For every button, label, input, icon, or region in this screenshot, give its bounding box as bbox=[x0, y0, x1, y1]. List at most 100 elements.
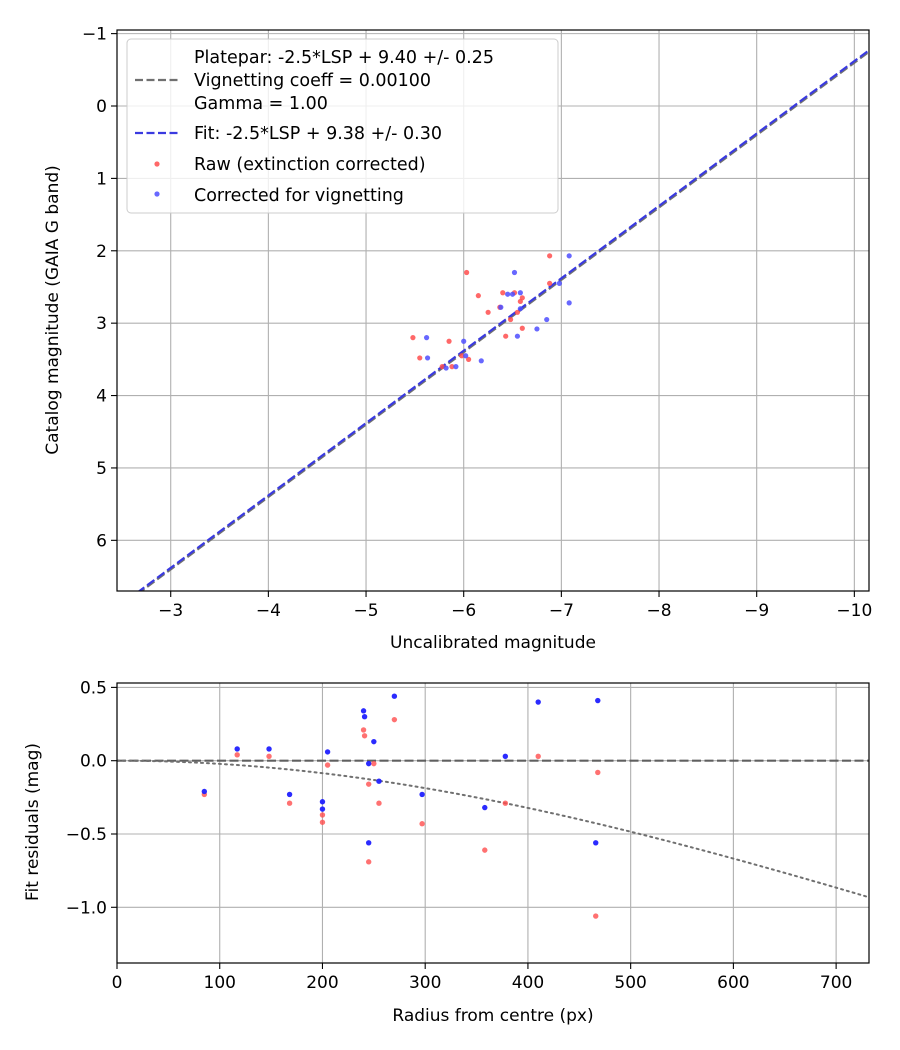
bottom-raw-point bbox=[319, 819, 326, 825]
bottom-corrected-point bbox=[365, 840, 372, 846]
legend-platepar-label: Platepar: -2.5*LSP + 9.40 +/- 0.25 Vigne… bbox=[194, 48, 500, 114]
bottom-corrected-point bbox=[201, 788, 208, 795]
top-corrected-point bbox=[498, 304, 504, 310]
bottom-raw-point bbox=[535, 753, 541, 759]
top-raw-point bbox=[547, 280, 553, 286]
bottom-corrected-point bbox=[535, 699, 541, 705]
top-corrected-point bbox=[505, 291, 511, 297]
bottom-corrected-point bbox=[502, 753, 509, 759]
bottom-corrected-point bbox=[319, 806, 326, 812]
top-ytick-label: 4 bbox=[96, 387, 107, 407]
bottom-ytick-label: −1.0 bbox=[66, 898, 107, 918]
residuals-plot: 0 100 200 300 400 500 600 700 0.5 0.0 −0.5 −1.0 Rad… bbox=[23, 678, 870, 1026]
top-line-platepar bbox=[139, 50, 869, 591]
top-corrected-point bbox=[511, 269, 518, 276]
bottom-xtick-label: 100 bbox=[204, 973, 236, 993]
bottom-xtick-label: 400 bbox=[512, 973, 544, 993]
top-corrected-point bbox=[443, 365, 449, 371]
top-raw-point bbox=[475, 293, 481, 299]
top-corrected-point bbox=[566, 300, 572, 306]
bottom-raw-point bbox=[419, 821, 425, 827]
bottom-plot-frame bbox=[116, 682, 870, 964]
bottom-xtick-label: 0 bbox=[112, 973, 123, 993]
top-ytick-label: 1 bbox=[96, 169, 107, 189]
bottom-scatter-points bbox=[201, 693, 601, 919]
legend: Platepar: -2.5*LSP + 9.40 +/- 0.25 Vigne… bbox=[126, 38, 559, 214]
bottom-corrected-point bbox=[376, 778, 382, 784]
bottom-raw-point bbox=[365, 781, 372, 787]
top-xtick-label: −5 bbox=[354, 601, 379, 621]
top-corrected-point bbox=[514, 333, 521, 339]
bottom-raw-point bbox=[391, 716, 398, 723]
legend-corrected-marker bbox=[154, 191, 160, 197]
top-ytick-label: 2 bbox=[96, 242, 107, 262]
bottom-corrected-point bbox=[419, 791, 425, 798]
top-ytick-label: −1 bbox=[82, 25, 107, 45]
top-raw-point bbox=[417, 355, 423, 361]
bottom-xtick-label: 300 bbox=[409, 973, 441, 993]
top-raw-point bbox=[507, 316, 514, 323]
top-raw-point bbox=[519, 325, 525, 331]
bottom-raw-point bbox=[324, 762, 331, 768]
top-raw-point bbox=[503, 333, 509, 339]
top-corrected-point bbox=[478, 358, 484, 364]
bottom-xtick-label: 600 bbox=[717, 973, 749, 993]
top-xtick-label: −9 bbox=[744, 601, 769, 621]
bottom-vignetting-curve bbox=[117, 759, 869, 899]
bottom-corrected-point bbox=[266, 746, 272, 752]
bottom-raw-point bbox=[266, 753, 272, 759]
bottom-raw-point bbox=[234, 752, 240, 758]
top-xtick-label: −4 bbox=[256, 601, 281, 621]
top-scatter-points bbox=[410, 253, 572, 371]
top-raw-point bbox=[464, 269, 470, 276]
bottom-corrected-point bbox=[361, 714, 368, 720]
top-corrected-point bbox=[517, 306, 523, 312]
bottom-raw-point bbox=[360, 727, 367, 733]
bottom-ytick-label: 0.5 bbox=[80, 678, 107, 698]
bottom-corrected-point bbox=[286, 791, 293, 798]
top-plot-frame bbox=[116, 29, 870, 592]
top-raw-point bbox=[410, 335, 416, 341]
top-raw-point bbox=[500, 290, 506, 296]
top-line-fit bbox=[137, 49, 869, 591]
top-raw-point bbox=[514, 309, 521, 315]
bottom-corrected-point bbox=[234, 746, 240, 752]
bottom-ytick-label: 0.0 bbox=[80, 752, 107, 772]
bottom-raw-point bbox=[376, 800, 382, 806]
top-ylabel: Catalog magnitude (GAIA G band) bbox=[43, 165, 63, 455]
bottom-raw-point bbox=[361, 733, 368, 739]
bottom-raw-point bbox=[319, 812, 326, 818]
bottom-xtick-label: 200 bbox=[306, 973, 338, 993]
bottom-corrected-point bbox=[319, 799, 326, 805]
top-raw-point bbox=[446, 338, 452, 344]
bottom-raw-point bbox=[502, 800, 509, 806]
bottom-xlabel: Radius from centre (px) bbox=[392, 1006, 593, 1026]
bottom-corrected-point bbox=[595, 697, 601, 704]
top-ytick-label: 3 bbox=[96, 314, 107, 334]
bottom-grid bbox=[116, 683, 869, 963]
top-xtick-label: −8 bbox=[646, 601, 671, 621]
top-raw-point bbox=[519, 295, 525, 301]
top-corrected-point bbox=[424, 355, 431, 361]
top-ytick-label: 0 bbox=[96, 97, 107, 117]
top-xtick-label: −10 bbox=[836, 601, 872, 621]
bottom-tick-labels: 0 100 200 300 400 500 600 700 0.5 0.0 −0.5 −1.0 bbox=[66, 678, 853, 993]
legend-platepar-line-1: Platepar: -2.5*LSP + 9.40 +/- 0.25 bbox=[194, 48, 494, 68]
bottom-corrected-point bbox=[371, 738, 377, 745]
legend-corrected-label: Corrected for vignetting bbox=[194, 186, 404, 206]
bottom-corrected-point bbox=[593, 840, 599, 846]
bottom-raw-point bbox=[365, 859, 372, 865]
top-xtick-label: −6 bbox=[451, 601, 476, 621]
top-corrected-point bbox=[556, 280, 563, 286]
top-ytick-label: 6 bbox=[96, 531, 107, 551]
bottom-xtick-label: 700 bbox=[820, 973, 852, 993]
bottom-corrected-point bbox=[365, 760, 372, 767]
top-corrected-point bbox=[453, 364, 459, 370]
bottom-raw-point bbox=[595, 769, 601, 776]
top-corrected-point bbox=[423, 335, 430, 341]
top-corrected-point bbox=[544, 316, 550, 323]
legend-raw-label: Raw (extinction corrected) bbox=[194, 155, 426, 175]
bottom-corrected-point bbox=[482, 804, 488, 811]
top-corrected-point bbox=[566, 253, 572, 259]
